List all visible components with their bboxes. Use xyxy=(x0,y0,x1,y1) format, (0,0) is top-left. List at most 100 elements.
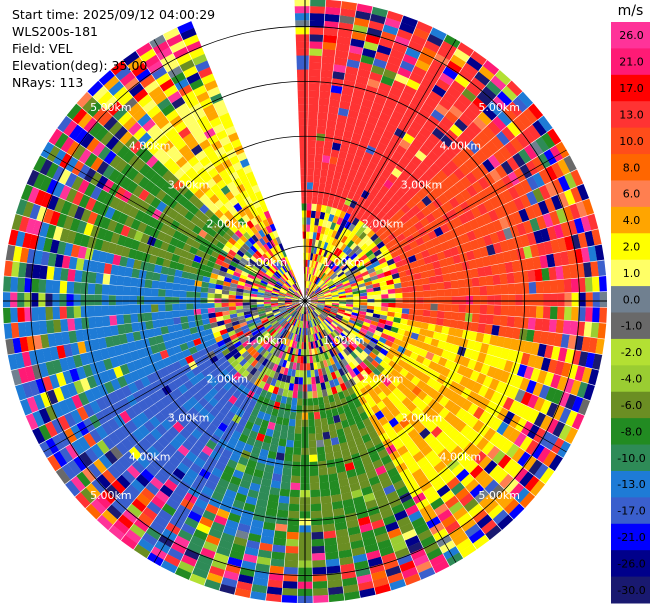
gate-cell xyxy=(405,188,416,199)
gate-cell xyxy=(363,217,373,227)
gate-cell xyxy=(353,17,370,28)
gate-cell xyxy=(324,304,332,308)
gate-cell xyxy=(306,288,309,296)
ray xyxy=(310,301,605,355)
gate-cell xyxy=(397,328,406,336)
gate-cell xyxy=(322,197,329,206)
gate-cell xyxy=(66,293,74,307)
gate-cell xyxy=(385,351,395,360)
gate-cell xyxy=(307,160,315,169)
gate-cell xyxy=(388,116,401,128)
gate-cell xyxy=(521,305,530,318)
gate-cell xyxy=(305,252,309,260)
gate-cell xyxy=(506,80,523,97)
gate-cell xyxy=(583,321,593,337)
gate-cell xyxy=(313,404,320,413)
gate-cell xyxy=(312,253,316,261)
gate-cell xyxy=(280,481,291,490)
gate-cell xyxy=(376,364,385,373)
gate-cell xyxy=(345,289,353,294)
instrument-label: WLS200s-181 xyxy=(12,24,98,39)
colorbar: m/s26.021.017.013.010.08.06.04.02.01.00.… xyxy=(611,3,650,604)
gate-cell xyxy=(374,355,383,365)
gate-cell xyxy=(310,489,321,498)
gate-cell xyxy=(306,356,310,364)
gate-cell xyxy=(359,327,368,334)
gate-cell xyxy=(298,111,308,119)
gate-cell xyxy=(475,332,485,343)
gate-cell xyxy=(454,262,464,272)
ray xyxy=(310,276,607,301)
gate-cell xyxy=(411,246,421,255)
gate-cell xyxy=(287,517,300,526)
gate-cell xyxy=(410,194,422,205)
gate-cell xyxy=(338,307,346,311)
gate-cell xyxy=(273,537,287,546)
gate-cell xyxy=(322,274,329,282)
gate-cell xyxy=(382,68,397,80)
gate-cell xyxy=(95,316,104,328)
gate-cell xyxy=(570,169,584,187)
gate-cell xyxy=(150,296,159,305)
gate-cell xyxy=(394,312,402,319)
gate-cell xyxy=(402,132,415,145)
gate-cell xyxy=(325,250,332,259)
gate-cell xyxy=(329,272,337,279)
gate-cell xyxy=(399,60,415,72)
gate-cell xyxy=(473,406,485,420)
gate-cell xyxy=(319,314,326,320)
gate-cell xyxy=(158,311,167,320)
gate-cell xyxy=(321,509,334,518)
gate-cell xyxy=(332,215,339,224)
gate-cell xyxy=(495,164,508,179)
gate-cell xyxy=(362,246,371,254)
colorbar-tick-label: -26.0 xyxy=(617,557,645,570)
gate-cell xyxy=(387,173,398,184)
gate-cell xyxy=(315,269,320,277)
gate-cell xyxy=(87,305,96,317)
gate-cell xyxy=(449,415,462,428)
gate-cell xyxy=(421,342,431,352)
gate-cell xyxy=(310,503,322,512)
gate-cell xyxy=(294,426,302,434)
gate-cell xyxy=(358,231,367,240)
gate-cell xyxy=(555,208,568,224)
gate-cell xyxy=(330,207,337,216)
gate-cell xyxy=(306,231,310,239)
gate-cell xyxy=(349,199,358,209)
gate-cell xyxy=(334,128,345,138)
gate-cell xyxy=(432,186,444,198)
gate-cell xyxy=(310,510,322,519)
gate-cell xyxy=(301,210,307,218)
gate-cell xyxy=(317,303,325,306)
gate-cell xyxy=(564,235,574,251)
gate-cell xyxy=(324,295,333,299)
gate-cell xyxy=(319,474,329,483)
gate-cell xyxy=(310,303,318,307)
gate-cell xyxy=(442,318,451,327)
gate-cell xyxy=(367,267,376,274)
gate-cell xyxy=(489,334,499,346)
gate-cell xyxy=(504,261,514,274)
gate-cell xyxy=(439,72,455,86)
gate-cell xyxy=(471,193,484,207)
gate-cell xyxy=(306,217,311,225)
gate-cell xyxy=(371,316,380,323)
gate-cell xyxy=(379,314,388,321)
gate-cell xyxy=(444,288,453,297)
gate-cell xyxy=(310,5,326,14)
gate-cell xyxy=(380,285,388,291)
gate-cell xyxy=(449,319,458,329)
gate-cell xyxy=(590,322,600,338)
gate-cell xyxy=(330,309,338,314)
range-ring-label: 1.00km xyxy=(323,256,365,269)
gate-cell xyxy=(400,354,410,363)
gate-cell xyxy=(165,296,173,304)
gate-cell xyxy=(549,145,564,162)
gate-cell xyxy=(345,152,356,163)
gate-cell xyxy=(309,292,316,298)
gate-cell xyxy=(3,276,12,292)
gate-cell xyxy=(214,288,223,294)
gate-cell xyxy=(308,76,321,85)
gate-cell xyxy=(336,249,343,257)
